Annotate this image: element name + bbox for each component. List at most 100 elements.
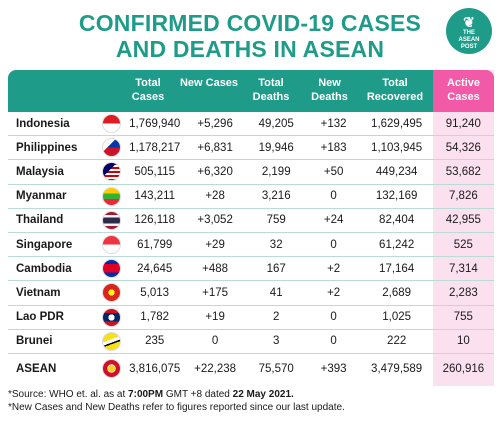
- new-cases-cell: +19: [184, 305, 246, 330]
- logo-text-2: ASEAN: [458, 37, 480, 43]
- new-cases-cell: +3,052: [184, 208, 246, 233]
- total-deaths-cell: 32: [245, 232, 307, 258]
- new-deaths-cell: +50: [306, 159, 361, 185]
- new-cases-cell: +5,296: [184, 112, 246, 137]
- new-cases-cell: +488: [184, 256, 246, 282]
- total-cases-cell: 61,799: [124, 232, 185, 258]
- flag-asean-icon: [101, 359, 121, 379]
- asean-post-logo: ❦ THE ASEAN POST: [446, 8, 492, 54]
- country-name: ASEAN: [16, 362, 57, 375]
- new-deaths-cell: 0: [306, 305, 361, 330]
- active-cases-cell: 42,955: [432, 208, 494, 233]
- total-deaths-cell: 3: [245, 329, 307, 354]
- country-name: Singapore: [8, 232, 98, 258]
- flag-cambodia-icon: [101, 259, 121, 279]
- active-cases-cell: 7,314: [432, 256, 494, 282]
- flag-philippines-icon: [101, 138, 121, 158]
- country-name: Philippines: [8, 135, 98, 161]
- new-deaths-cell: +393: [320, 362, 347, 375]
- source-line-1: *Source: WHO et. al. as at 7:00PM GMT +8…: [8, 388, 345, 401]
- flag-brunei-icon: [101, 331, 121, 351]
- bird-icon: ❦: [463, 14, 475, 30]
- active-cases-cell: 53,682: [432, 159, 494, 185]
- new-deaths-cell: 0: [306, 184, 361, 209]
- flag-myanmar-icon: [101, 186, 121, 206]
- total-cases-cell: 1,782: [124, 305, 185, 330]
- total-deaths-cell: 2,199: [245, 159, 307, 185]
- flag-cell: [97, 280, 125, 306]
- table-row: Indonesia 1,769,940 +5,296 49,205 +132 1,629,…: [8, 112, 494, 137]
- header-total-deaths: Total Deaths: [252, 77, 290, 103]
- new-cases-cell: +6,320: [184, 159, 246, 185]
- total-recovered-cell: 3,479,589: [371, 362, 423, 375]
- table-row: Cambodia 24,645 +488 167 +2 17,164 7,314: [8, 256, 494, 282]
- new-deaths-cell: 0: [306, 232, 361, 258]
- new-deaths-cell: +183: [306, 135, 361, 161]
- total-cases-cell: 505,115: [124, 159, 185, 185]
- active-cases-cell: 91,240: [432, 112, 494, 137]
- source-line-2: *New Cases and New Deaths refer to figur…: [8, 402, 345, 413]
- flag-singapore-icon: [101, 235, 121, 255]
- total-cases-cell: 24,645: [124, 256, 185, 282]
- active-cases-cell: 54,326: [432, 135, 494, 161]
- total-recovered-cell: 1,025: [360, 305, 433, 330]
- title-line-1: CONFIRMED COVID-19 CASES: [78, 10, 422, 36]
- new-cases-cell: +6,831: [184, 135, 246, 161]
- total-deaths-cell: 2: [245, 305, 307, 330]
- new-deaths-cell: +24: [306, 208, 361, 233]
- total-recovered-cell: 132,169: [360, 184, 433, 209]
- table-row: Malaysia 505,115 +6,320 2,199 +50 449,234 53,6…: [8, 159, 494, 185]
- total-cases-cell: 143,211: [124, 184, 185, 209]
- country-name: Thailand: [8, 208, 98, 233]
- active-cases-cell: 755: [432, 305, 494, 330]
- table-row: ASEAN 3,816,075 +22,238 75,570 +393 3,479,589…: [8, 353, 494, 384]
- logo-text-1: THE: [463, 30, 475, 36]
- source-text: *Source: WHO et. al. as at: [8, 389, 129, 400]
- flag-vietnam-icon: [101, 283, 121, 303]
- flag-cell: [97, 329, 125, 354]
- new-deaths-cell: +2: [306, 256, 361, 282]
- new-cases-cell: +22,238: [194, 362, 237, 375]
- covid-table: Indonesia 1,769,940 +5,296 49,205 +132 1,629,…: [8, 112, 494, 384]
- total-recovered-cell: 449,234: [360, 159, 433, 185]
- flag-laos-icon: [101, 307, 121, 327]
- flag-cell: [97, 256, 125, 282]
- new-cases-cell: +29: [184, 232, 246, 258]
- total-deaths-cell: 75,570: [258, 362, 294, 375]
- total-recovered-cell: 2,689: [360, 280, 433, 306]
- table-row: Myanmar 143,211 +28 3,216 0 132,169 7,826: [8, 184, 494, 209]
- flag-cell: [97, 305, 125, 330]
- total-cases-cell: 1,178,217: [124, 135, 185, 161]
- total-recovered-cell: 17,164: [360, 256, 433, 282]
- source-tz: GMT +8 dated: [163, 389, 233, 400]
- new-cases-cell: +175: [184, 280, 246, 306]
- total-deaths-cell: 3,216: [245, 184, 307, 209]
- table-row: Singapore 61,799 +29 32 0 61,242 525: [8, 232, 494, 258]
- total-recovered-cell: 82,404: [360, 208, 433, 233]
- active-cases-cell: 10: [432, 329, 494, 354]
- source-note: *Source: WHO et. al. as at 7:00PM GMT +8…: [8, 388, 345, 414]
- total-recovered-cell: 222: [360, 329, 433, 354]
- country-name: Myanmar: [8, 184, 98, 209]
- active-cases-cell: 260,916: [442, 362, 485, 375]
- table-header-band: [8, 70, 494, 112]
- table-row: Thailand 126,118 +3,052 759 +24 82,404 42,955: [8, 208, 494, 233]
- country-name: Cambodia: [8, 256, 98, 282]
- flag-cell: [97, 135, 125, 161]
- total-deaths-cell: 759: [245, 208, 307, 233]
- total-recovered-cell: 61,242: [360, 232, 433, 258]
- active-cases-cell: 7,826: [432, 184, 494, 209]
- new-cases-cell: 0: [184, 329, 246, 354]
- total-cases-cell: 3,816,075: [129, 362, 181, 375]
- active-cases-cell: 525: [432, 232, 494, 258]
- new-cases-cell: +28: [184, 184, 246, 209]
- table-row: Vietnam 5,013 +175 41 +2 2,689 2,283: [8, 280, 494, 306]
- new-deaths-cell: +2: [306, 280, 361, 306]
- header-new-deaths: New Deaths: [311, 77, 348, 103]
- total-deaths-cell: 49,205: [245, 112, 307, 137]
- country-name: Malaysia: [8, 159, 98, 185]
- total-cases-cell: 5,013: [124, 280, 185, 306]
- total-recovered-cell: 1,103,945: [360, 135, 433, 161]
- source-date: 22 May 2021.: [232, 389, 294, 400]
- header-active-cases: Active Cases: [446, 77, 481, 103]
